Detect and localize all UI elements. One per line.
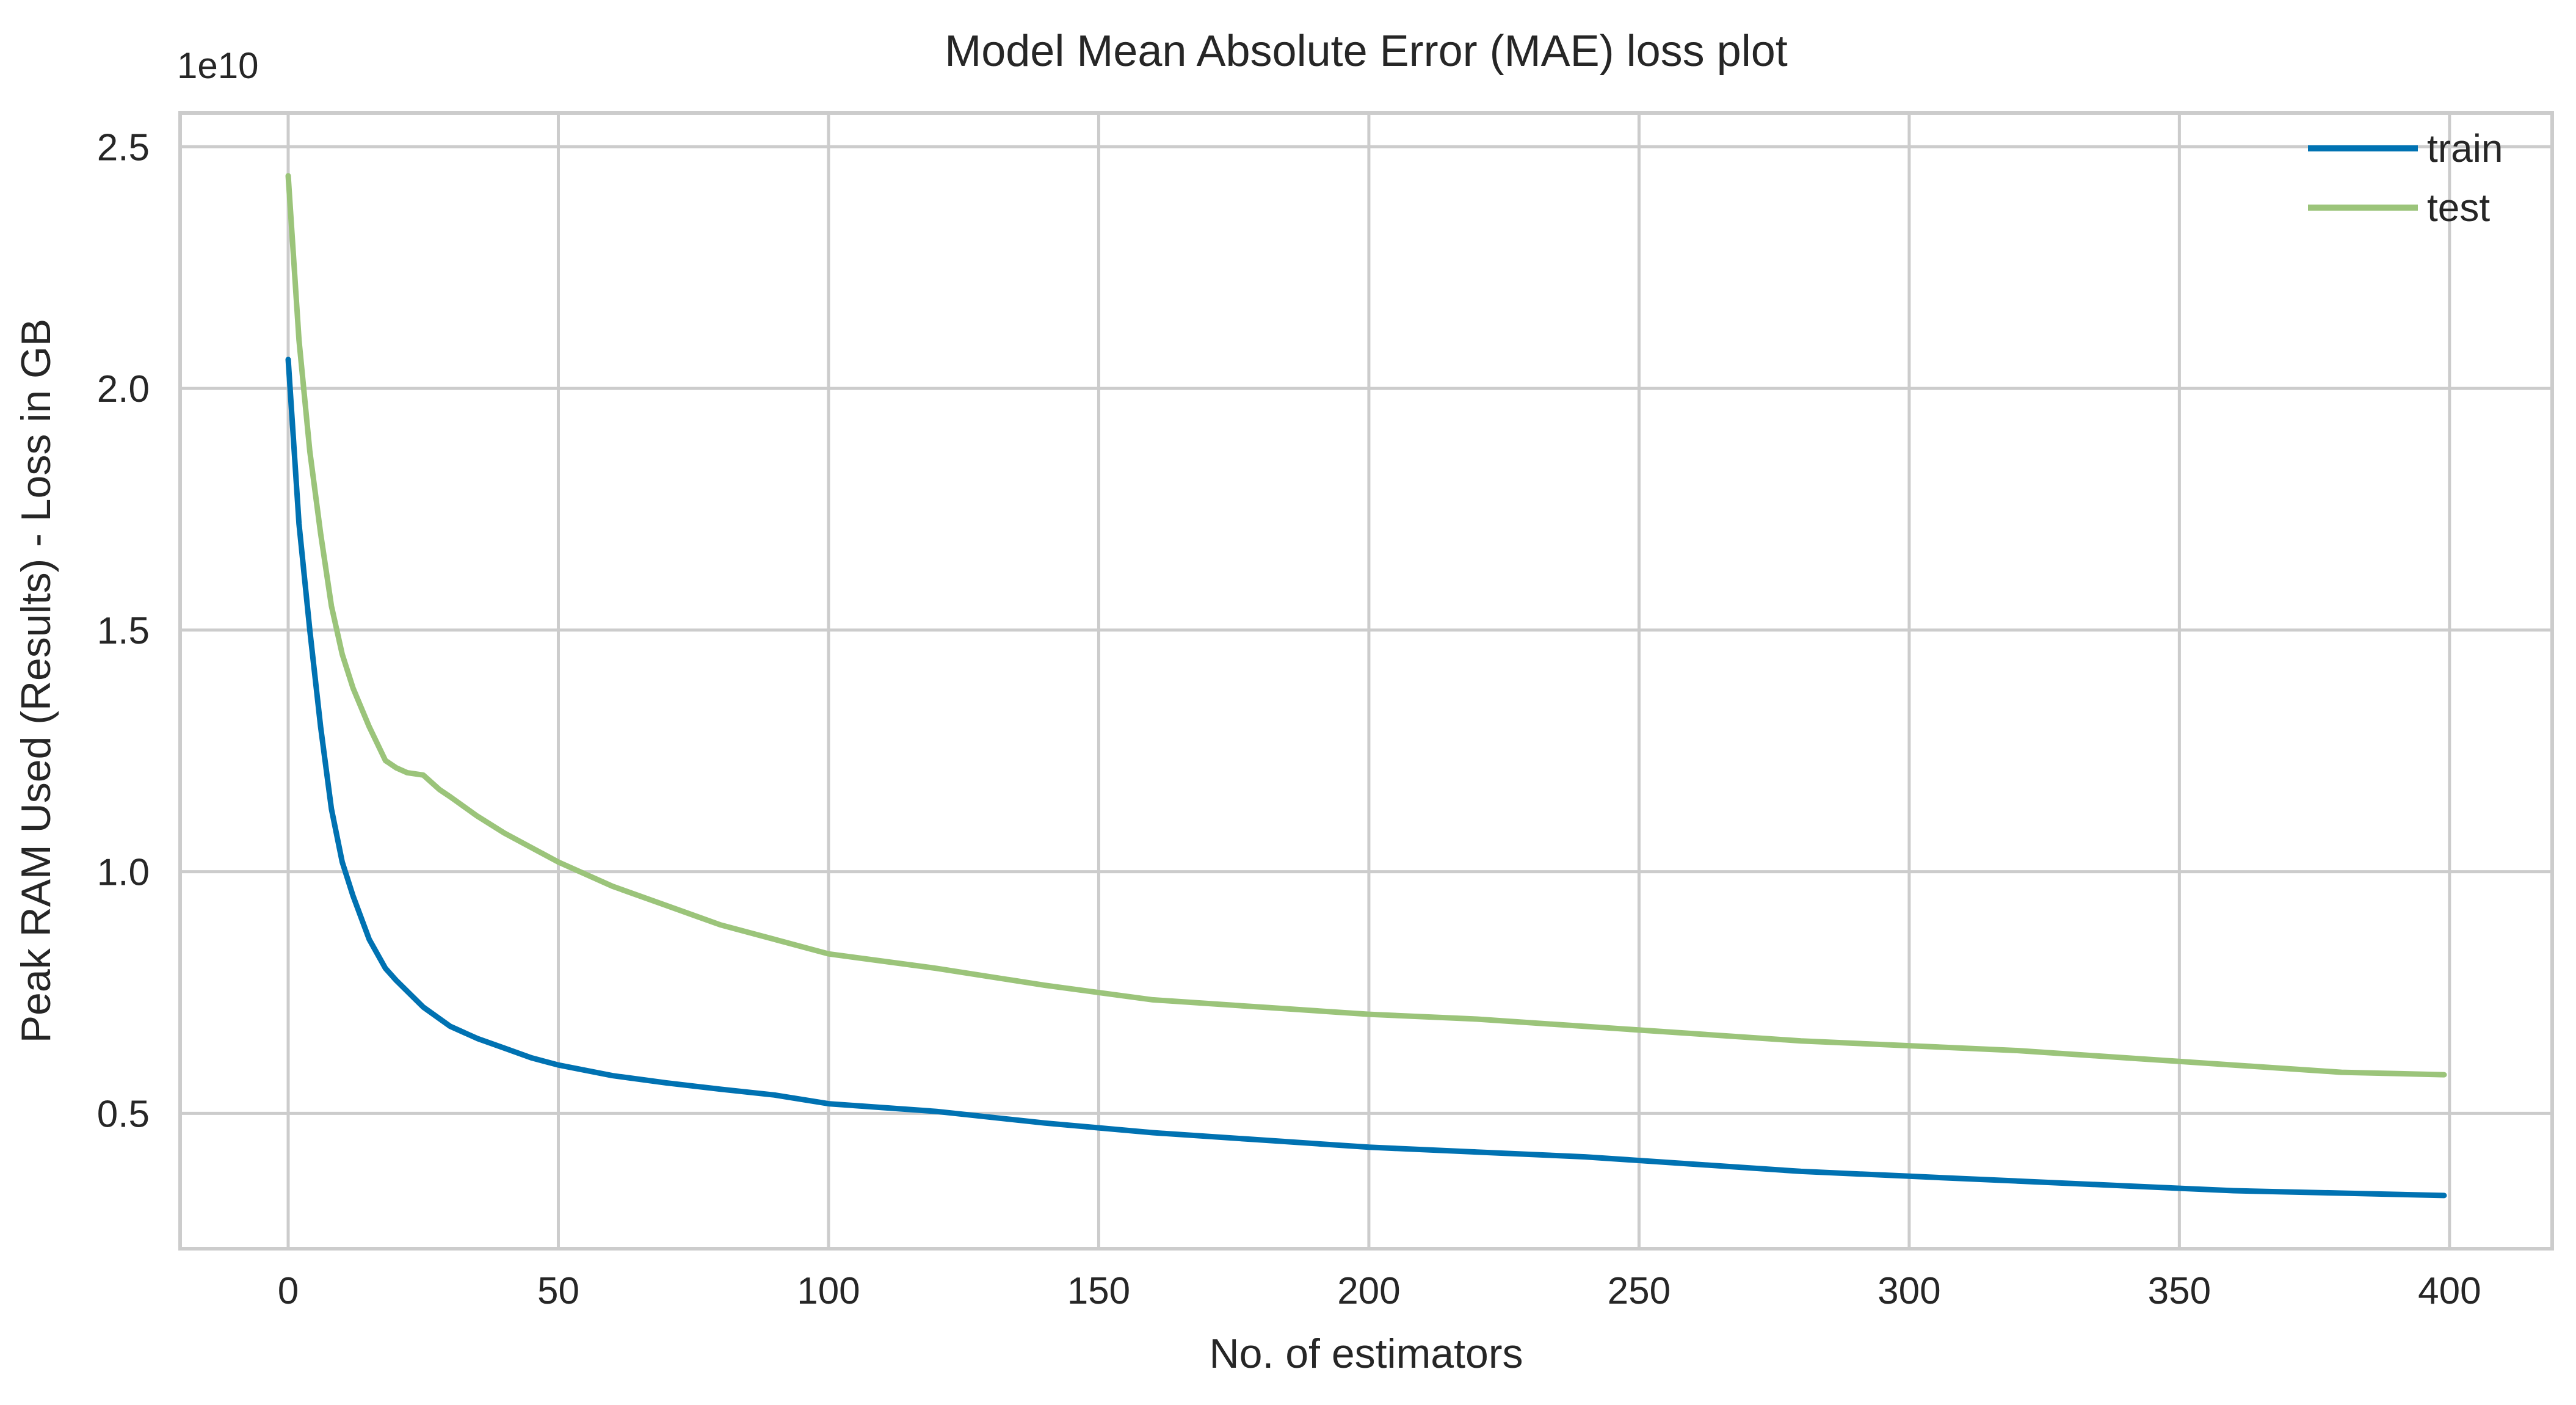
series-line-test <box>285 173 2447 1078</box>
y-axis-offset-label: 1e10 <box>177 45 258 86</box>
y-tick-label: 2.5 <box>97 126 150 169</box>
series-lines <box>285 173 2447 1199</box>
chart-title: Model Mean Absolute Error (MAE) loss plo… <box>945 27 1788 76</box>
plot-frame <box>178 111 2554 1251</box>
x-axis-label: No. of estimators <box>1210 1331 1523 1377</box>
x-tick-label: 50 <box>537 1270 579 1312</box>
x-tick-labels: 0 50 100 150 200 250 300 350 400 <box>278 1270 2481 1312</box>
legend-label-test: test <box>2427 186 2490 230</box>
y-tick-label: 1.5 <box>97 610 150 652</box>
y-tick-label: 0.5 <box>97 1093 150 1135</box>
x-tick-label: 400 <box>2418 1270 2481 1312</box>
x-tick-label: 350 <box>2148 1270 2211 1312</box>
x-tick-label: 250 <box>1608 1270 1671 1312</box>
legend: train test <box>2308 126 2503 230</box>
x-tick-label: 0 <box>278 1270 299 1312</box>
y-axis-label: Peak RAM Used (Results) - Loss in GB <box>13 319 59 1044</box>
x-tick-label: 100 <box>797 1270 860 1312</box>
y-tick-labels: 0.5 1.0 1.5 2.0 2.5 <box>97 126 150 1135</box>
y-tick-label: 1.0 <box>97 852 150 894</box>
x-tick-label: 150 <box>1067 1270 1130 1312</box>
x-tick-label: 200 <box>1337 1270 1400 1312</box>
y-tick-label: 2.0 <box>97 368 150 410</box>
legend-label-train: train <box>2427 126 2503 170</box>
x-tick-label: 300 <box>1878 1270 1940 1312</box>
series-line-train <box>285 357 2447 1199</box>
